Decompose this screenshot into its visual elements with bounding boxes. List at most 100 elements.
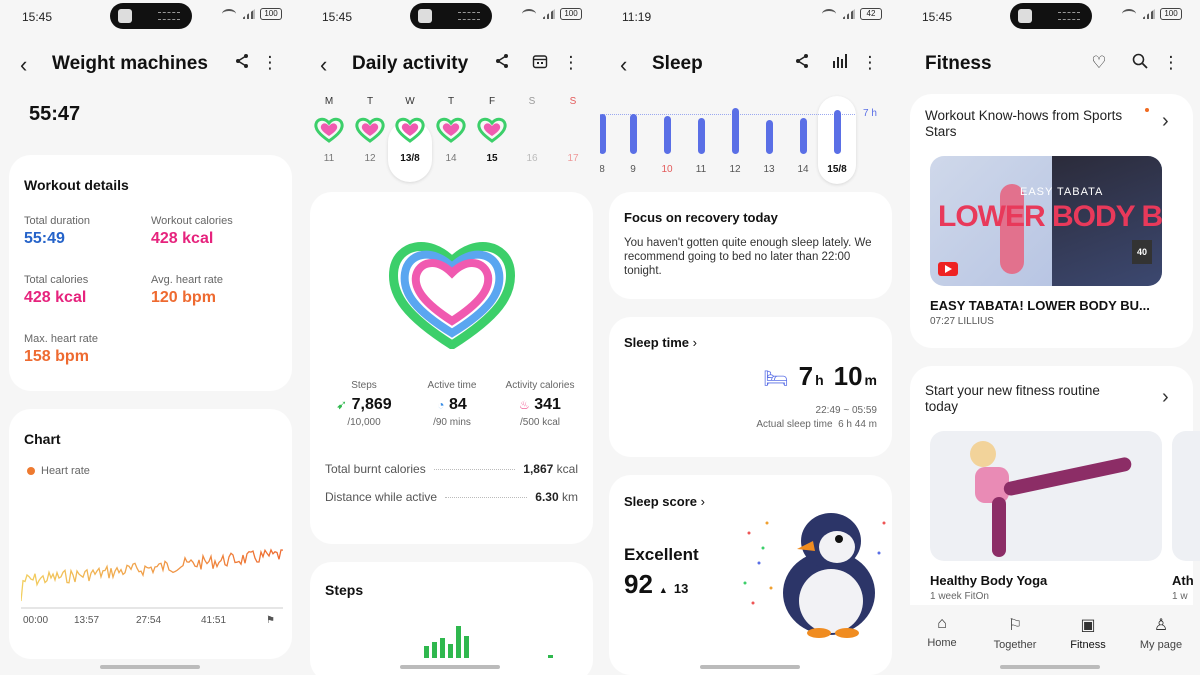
bed-icon: 🛏 [763,368,789,390]
elapsed-time: 55:47 [29,103,81,125]
week-day-2[interactable]: W 13/8 [390,96,430,164]
flame-icon: ♨ [519,398,530,412]
stat-activity-calories: Activity calories ♨ 341 /500 kcal [488,380,592,428]
workout-details-card: Workout details Total duration 55:49 Wor… [9,155,292,391]
sleep-bar[interactable] [664,116,671,154]
next-program-title[interactable]: Ath [1172,573,1194,588]
app-bar: ‹ Daily activity ⋮ [300,50,600,80]
share-icon[interactable] [492,53,512,74]
know-hows-title: Workout Know-hows from Sports Stars [925,108,1123,139]
calendar-icon[interactable] [530,53,550,74]
signal-icon [541,9,555,19]
chevron-right-icon[interactable]: › [1162,110,1169,132]
sleep-bar[interactable] [834,110,841,154]
stat-label: Activity calories [505,380,575,391]
day-heart-icon [472,117,512,147]
gesture-bar [100,665,200,669]
row-unit: kcal [556,462,578,476]
share-icon[interactable] [792,53,812,74]
more-icon[interactable]: ⋮ [861,53,879,72]
more-icon[interactable]: ⋮ [562,53,580,72]
sleep-bar[interactable] [630,114,637,154]
sleep-bar[interactable] [732,108,739,154]
nav-together[interactable]: ⚐ Together [980,615,1050,651]
sleep-bar[interactable] [800,118,807,154]
sleep-bar[interactable] [698,118,705,154]
next-program-thumbnail[interactable] [1172,431,1200,561]
week-day-3[interactable]: T 14 [431,96,471,164]
nav-fitness[interactable]: ▣ Fitness [1053,615,1123,651]
week-day-6[interactable]: S 17 [553,96,593,164]
steps-bars [424,626,553,658]
row-leader [433,468,516,470]
stat-label: Active time [427,380,477,391]
chevron-right-icon: › [700,494,705,509]
week-day-5[interactable]: S 16 [512,96,552,164]
fitness-routine-card[interactable]: Start your new fitness routine today › H… [910,366,1200,606]
wifi-icon [1122,9,1136,19]
more-icon[interactable]: ⋮ [1162,53,1180,72]
back-icon[interactable]: ‹ [620,52,628,77]
status-time: 15:45 [22,10,53,24]
stat-goal: /10,000 [347,417,381,428]
heart-icon[interactable]: ♡ [1091,53,1107,72]
stat-steps: Steps ➹ 7,869 /10,000 [328,380,400,428]
day-heart-icon [309,117,349,147]
signal-icon [1141,9,1155,19]
chevron-right-icon[interactable]: › [1162,386,1169,408]
program-title[interactable]: Healthy Body Yoga [930,573,1048,588]
week-selector: M 11 T 12 W 13/8 T 14 F 15 S 16 S 17 [300,96,600,186]
detail-total-duration: Total duration 55:49 [24,215,90,248]
page-title: Daily activity [352,53,469,74]
more-icon[interactable]: ⋮ [261,53,279,72]
day-letter: W [405,96,415,107]
thumbnail-figure [1052,156,1162,286]
goal-label: 7 h [863,108,877,119]
bar-chart-icon[interactable] [829,53,849,74]
total-burnt-row: Total burnt calories 1,867 kcal [325,462,578,476]
sleep-time-card[interactable]: Sleep time › 🛏 7 h 10 m 22:49 ~ 05:59 Ac… [609,317,892,457]
gesture-bar [400,665,500,669]
app-bar: Fitness ♡ ⋮ [900,50,1200,80]
nav-my-page[interactable]: ♙ My page [1126,615,1196,651]
week-day-0[interactable]: M 11 [309,96,349,164]
status-time: 15:45 [322,10,353,24]
back-icon[interactable]: ‹ [320,52,328,77]
day-date: 16 [526,153,538,164]
nav-label: Fitness [1070,639,1106,651]
signal-icon [841,9,855,19]
day-heart-icon [390,117,430,147]
sleep-screen: 11:19 42 ‹ Sleep ⋮ 7 h 8 9 10 11 12 13 14 15/8 … [600,0,900,675]
steps-card[interactable]: Steps [310,562,593,675]
sleep-bar[interactable] [600,114,606,154]
program-thumbnail[interactable] [930,431,1162,561]
recovery-text: You haven't gotten quite enough sleep la… [624,237,872,277]
nav-home[interactable]: ⌂ Home [907,615,977,649]
sleep-bar[interactable] [766,120,773,154]
score-delta: 13 [673,581,689,596]
back-icon[interactable]: ‹ [20,52,28,77]
battery-icon: 100 [560,8,582,20]
day-letter: F [488,96,496,107]
next-program-meta: 1 w [1172,591,1188,602]
score-row: 92 ▲ 13 [624,569,688,600]
card-title: Workout details [24,177,129,193]
penguin-mascot-icon [743,513,886,638]
know-hows-card[interactable]: Workout Know-hows from Sports Stars › EA… [910,94,1193,348]
signal-icon [241,9,255,19]
thumbnail-standing-leg [992,497,1006,557]
legend-label: Heart rate [41,465,90,477]
heart-rate-line [21,548,283,609]
video-thumbnail[interactable]: EASY TABATA LOWER BODY BURN 40 [930,156,1162,286]
sleep-score-card[interactable]: Sleep score › Excellent 92 ▲ 13 [609,475,892,675]
week-day-1[interactable]: T 12 [350,96,390,164]
share-icon[interactable] [232,53,252,74]
detail-label: Workout calories [151,215,233,227]
week-day-4[interactable]: F 15 [472,96,512,164]
day-letter: S [528,96,536,107]
search-icon[interactable] [1130,53,1150,74]
detail-label: Avg. heart rate [151,274,223,286]
day-heart-icon [431,117,471,147]
status-bar: 11:19 42 [600,0,900,32]
video-title[interactable]: EASY TABATA! LOWER BODY BU... [930,298,1150,313]
